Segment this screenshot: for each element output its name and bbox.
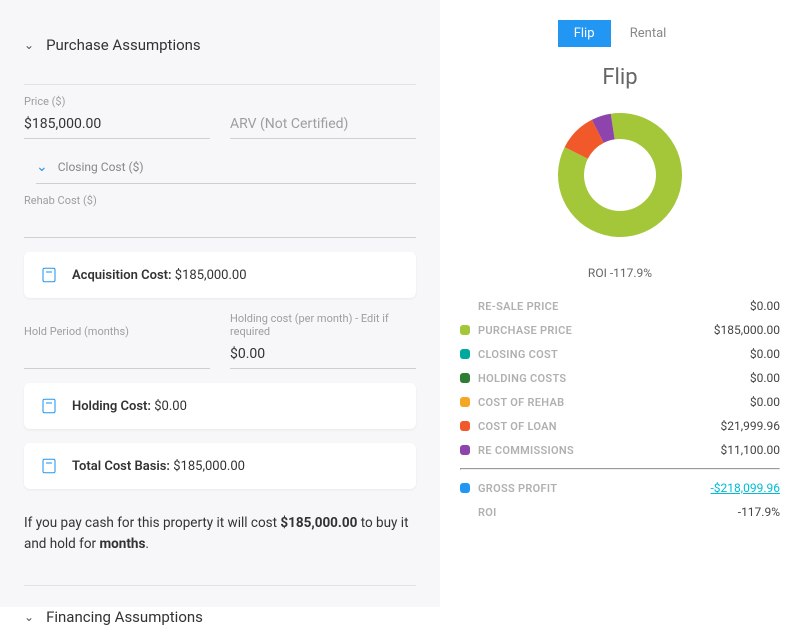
rehab-label: Rehab Cost ($) bbox=[24, 194, 416, 211]
tab-flip[interactable]: Flip bbox=[558, 20, 611, 47]
swatch bbox=[460, 445, 470, 455]
holding-value: $0.00 bbox=[154, 399, 187, 414]
legend-label: RE-SALE PRICE bbox=[478, 300, 742, 313]
legend-value: $11,100.00 bbox=[721, 443, 780, 457]
legend-value: $21,999.96 bbox=[721, 419, 780, 433]
swatch bbox=[460, 483, 470, 493]
divider bbox=[24, 585, 416, 586]
legend-label: RE COMMISSIONS bbox=[478, 444, 713, 457]
hold-period-input[interactable] bbox=[24, 342, 210, 369]
holding-month-input[interactable]: $0.00 bbox=[230, 342, 416, 369]
arv-label bbox=[230, 95, 416, 112]
swatch bbox=[460, 301, 470, 311]
closing-cost-toggle[interactable]: ⌄ Closing Cost ($) bbox=[36, 149, 416, 184]
holding-label: Holding Cost: bbox=[72, 399, 151, 414]
acquisition-cost-card: Acquisition Cost: $185,000.00 bbox=[24, 252, 416, 298]
total-label: Total Cost Basis: bbox=[72, 459, 170, 474]
chevron-down-icon: ⌄ bbox=[24, 610, 34, 624]
calculator-icon bbox=[40, 397, 58, 415]
price-input[interactable]: $185,000.00 bbox=[24, 112, 210, 139]
divider bbox=[24, 84, 416, 85]
roi-value: -117.9% bbox=[738, 505, 780, 519]
legend-row: COST OF REHAB $0.00 bbox=[460, 390, 780, 414]
acq-value: $185,000.00 bbox=[175, 268, 247, 283]
total-value: $185,000.00 bbox=[173, 459, 245, 474]
legend-label: HOLDING COSTS bbox=[478, 372, 742, 385]
legend-row: COST OF LOAN $21,999.96 bbox=[460, 414, 780, 438]
summary-text: If you pay cash for this property it wil… bbox=[24, 503, 416, 579]
roi-row: ROI -117.9% bbox=[460, 500, 780, 524]
legend-label: CLOSING COST bbox=[478, 348, 742, 361]
financing-assumptions-toggle[interactable]: ⌄ Financing Assumptions bbox=[24, 596, 416, 638]
closing-cost-label: Closing Cost ($) bbox=[58, 160, 144, 174]
legend-label: COST OF LOAN bbox=[478, 420, 713, 433]
section-title: Financing Assumptions bbox=[46, 608, 203, 626]
legend-value: $185,000.00 bbox=[714, 323, 780, 337]
roi-label: ROI bbox=[478, 506, 730, 519]
legend-label: COST OF REHAB bbox=[478, 396, 742, 409]
holding-cost-card: Holding Cost: $0.00 bbox=[24, 383, 416, 429]
legend-value: $0.00 bbox=[750, 347, 780, 361]
section-title: Purchase Assumptions bbox=[46, 36, 201, 54]
rehab-input[interactable] bbox=[24, 211, 416, 238]
divider bbox=[460, 468, 780, 470]
swatch bbox=[460, 373, 470, 383]
swatch bbox=[460, 507, 470, 517]
chevron-down-icon: ⌄ bbox=[24, 38, 34, 52]
tab-rental[interactable]: Rental bbox=[614, 20, 683, 47]
legend-row: CLOSING COST $0.00 bbox=[460, 342, 780, 366]
calculator-icon bbox=[40, 457, 58, 475]
legend-value: $0.00 bbox=[750, 299, 780, 313]
total-cost-card: Total Cost Basis: $185,000.00 bbox=[24, 443, 416, 489]
legend-row: PURCHASE PRICE $185,000.00 bbox=[460, 318, 780, 342]
holding-note: Holding cost (per month) - Edit if requi… bbox=[230, 312, 416, 342]
purchase-assumptions-toggle[interactable]: ⌄ Purchase Assumptions bbox=[24, 20, 416, 78]
legend-row: HOLDING COSTS $0.00 bbox=[460, 366, 780, 390]
swatch bbox=[460, 325, 470, 335]
swatch bbox=[460, 397, 470, 407]
legend-label: PURCHASE PRICE bbox=[478, 324, 706, 337]
price-label: Price ($) bbox=[24, 95, 210, 112]
hold-period-label: Hold Period (months) bbox=[24, 325, 210, 342]
gross-profit-value[interactable]: -$218,099.96 bbox=[710, 481, 780, 495]
legend-value: $0.00 bbox=[750, 395, 780, 409]
roi-caption: ROI -117.9% bbox=[460, 266, 780, 280]
legend-row: RE-SALE PRICE $0.00 bbox=[460, 294, 780, 318]
arv-input[interactable]: ARV (Not Certified) bbox=[230, 112, 416, 139]
donut-chart bbox=[460, 100, 780, 254]
legend-row: RE COMMISSIONS $11,100.00 bbox=[460, 438, 780, 462]
calculator-icon bbox=[40, 266, 58, 284]
legend-value: $0.00 bbox=[750, 371, 780, 385]
swatch bbox=[460, 349, 470, 359]
chevron-down-icon: ⌄ bbox=[36, 159, 48, 175]
gross-profit-row: GROSS PROFIT -$218,099.96 bbox=[460, 476, 780, 500]
swatch bbox=[460, 421, 470, 431]
chart-title: Flip bbox=[460, 65, 780, 90]
gross-profit-label: GROSS PROFIT bbox=[478, 482, 702, 495]
acq-label: Acquisition Cost: bbox=[72, 268, 172, 283]
